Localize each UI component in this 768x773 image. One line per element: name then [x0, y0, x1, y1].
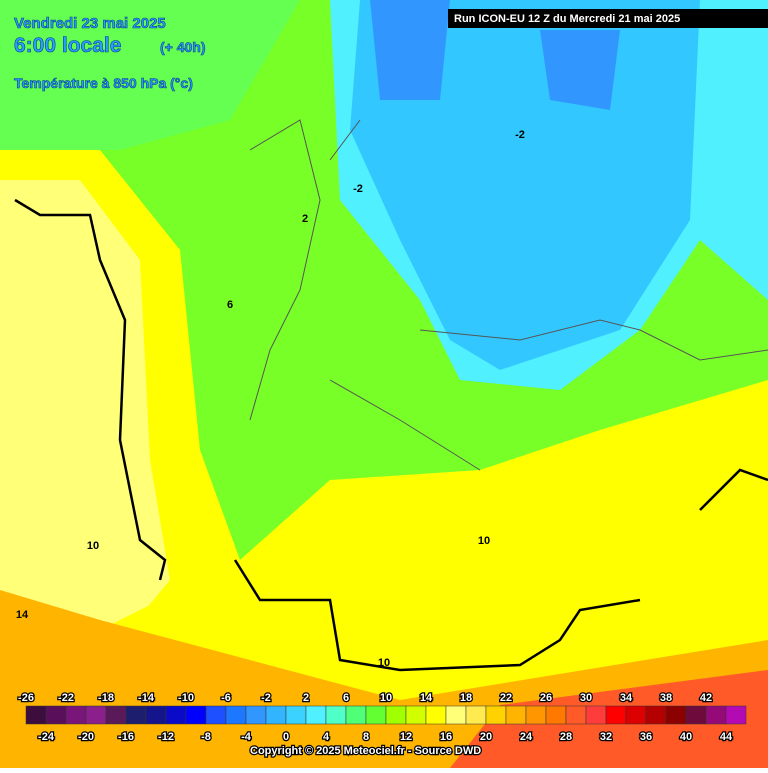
scale-label: 40: [680, 731, 692, 743]
scale-swatch: [425, 705, 447, 725]
scale-swatch: [285, 705, 307, 725]
scale-label: -18: [98, 692, 114, 704]
scale-swatch: [325, 705, 347, 725]
scale-label: 34: [620, 692, 633, 704]
scale-label: -4: [241, 731, 252, 743]
scale-label: 6: [343, 692, 349, 704]
scale-label: 28: [560, 731, 572, 743]
scale-label: 14: [420, 692, 433, 704]
scale-swatch: [485, 705, 507, 725]
scale-label: 22: [500, 692, 512, 704]
zone: [0, 180, 170, 640]
contour-label: 6: [227, 299, 233, 311]
scale-swatch: [405, 705, 427, 725]
scale-swatch: [605, 705, 627, 725]
scale-label: 24: [520, 731, 533, 743]
scale-label: 10: [380, 692, 392, 704]
contour-label: -2: [515, 129, 525, 141]
scale-swatch: [625, 705, 647, 725]
scale-label: 16: [440, 731, 452, 743]
scale-label: 26: [540, 692, 552, 704]
scale-label: -20: [78, 731, 94, 743]
scale-swatch: [85, 705, 107, 725]
scale-swatch: [445, 705, 467, 725]
contour-label: 10: [478, 535, 490, 547]
scale-label: -6: [221, 692, 231, 704]
contour-label: 2: [302, 213, 308, 225]
scale-swatch: [505, 705, 527, 725]
scale-swatch: [265, 705, 287, 725]
run-box: [448, 9, 768, 28]
scale-label: -26: [18, 692, 34, 704]
scale-swatch: [725, 705, 747, 725]
scale-label: 2: [303, 692, 309, 704]
contour-label: 10: [378, 657, 390, 669]
scale-label: 4: [323, 731, 330, 743]
scale-label: 38: [660, 692, 672, 704]
date: Vendredi 23 mai 2025: [14, 15, 166, 32]
scale-swatch: [345, 705, 367, 725]
scale-swatch: [645, 705, 667, 725]
zone: [0, 0, 300, 150]
scale-label: -16: [118, 731, 134, 743]
scale-swatch: [685, 705, 707, 725]
scale-label: 20: [480, 731, 492, 743]
scale-swatch: [245, 705, 267, 725]
scale-swatch: [205, 705, 227, 725]
scale-swatch: [125, 705, 147, 725]
run: Run ICON-EU 12 Z du Mercredi 21 mai 2025: [454, 13, 680, 25]
scale-label: 8: [363, 731, 369, 743]
lead: (+ 40h): [160, 39, 206, 55]
scale-label: 0: [283, 731, 289, 743]
scale-label: -22: [58, 692, 74, 704]
scale-label: 42: [700, 692, 712, 704]
scale-label: 18: [460, 692, 472, 704]
scale-swatch: [545, 705, 567, 725]
copyright: Copyright © 2025 Meteociel.fr - Source D…: [250, 745, 481, 757]
scale-label: 12: [400, 731, 412, 743]
scale-swatch: [105, 705, 127, 725]
time: 6:00 locale: [14, 34, 121, 57]
contour-label: -2: [353, 183, 363, 195]
scale-label: -12: [158, 731, 174, 743]
contour-label: 14: [16, 609, 29, 621]
scale-swatch: [305, 705, 327, 725]
scale-label: -2: [261, 692, 271, 704]
scale-swatch: [365, 705, 387, 725]
scale-swatch: [145, 705, 167, 725]
scale-swatch: [565, 705, 587, 725]
scale-swatch: [665, 705, 687, 725]
scale-label: 32: [600, 731, 612, 743]
scale-label: -8: [201, 731, 211, 743]
field: Température à 850 hPa (°c): [14, 75, 193, 91]
scale-swatch: [525, 705, 547, 725]
scale-swatch: [25, 705, 47, 725]
scale-swatch: [165, 705, 187, 725]
scale-label: -14: [138, 692, 155, 704]
contour-label: 10: [87, 540, 99, 552]
scale-label: 36: [640, 731, 652, 743]
coastline: [14, 198, 768, 672]
scale-swatch: [385, 705, 407, 725]
scale-swatch: [225, 705, 247, 725]
border: [249, 119, 768, 471]
scale-swatch: [185, 705, 207, 725]
scale-swatch: [585, 705, 607, 725]
scale-label: -24: [38, 731, 55, 743]
scale-swatch: [65, 705, 87, 725]
scale-label: 30: [580, 692, 592, 704]
zone: [370, 0, 620, 110]
scale-swatch: [45, 705, 67, 725]
scale-label: -10: [178, 692, 194, 704]
scale-label: 44: [720, 731, 733, 743]
scale-swatch: [705, 705, 727, 725]
scale-swatch: [465, 705, 487, 725]
